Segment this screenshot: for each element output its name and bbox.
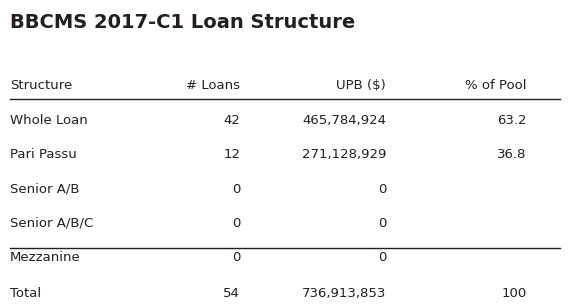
Text: 54: 54 bbox=[223, 287, 240, 300]
Text: 0: 0 bbox=[231, 183, 240, 196]
Text: BBCMS 2017-C1 Loan Structure: BBCMS 2017-C1 Loan Structure bbox=[10, 13, 355, 32]
Text: Mezzanine: Mezzanine bbox=[10, 251, 80, 264]
Text: 0: 0 bbox=[231, 251, 240, 264]
Text: % of Pool: % of Pool bbox=[465, 79, 527, 91]
Text: 63.2: 63.2 bbox=[497, 114, 527, 127]
Text: Senior A/B: Senior A/B bbox=[10, 183, 79, 196]
Text: Whole Loan: Whole Loan bbox=[10, 114, 88, 127]
Text: Structure: Structure bbox=[10, 79, 72, 91]
Text: 100: 100 bbox=[501, 287, 527, 300]
Text: Pari Passu: Pari Passu bbox=[10, 149, 76, 161]
Text: 12: 12 bbox=[223, 149, 240, 161]
Text: 0: 0 bbox=[231, 217, 240, 230]
Text: 36.8: 36.8 bbox=[497, 149, 527, 161]
Text: 42: 42 bbox=[223, 114, 240, 127]
Text: # Loans: # Loans bbox=[186, 79, 240, 91]
Text: 465,784,924: 465,784,924 bbox=[302, 114, 386, 127]
Text: Senior A/B/C: Senior A/B/C bbox=[10, 217, 93, 230]
Text: Total: Total bbox=[10, 287, 41, 300]
Text: 0: 0 bbox=[378, 217, 386, 230]
Text: 0: 0 bbox=[378, 251, 386, 264]
Text: 0: 0 bbox=[378, 183, 386, 196]
Text: UPB ($): UPB ($) bbox=[336, 79, 386, 91]
Text: 736,913,853: 736,913,853 bbox=[302, 287, 386, 300]
Text: 271,128,929: 271,128,929 bbox=[302, 149, 386, 161]
